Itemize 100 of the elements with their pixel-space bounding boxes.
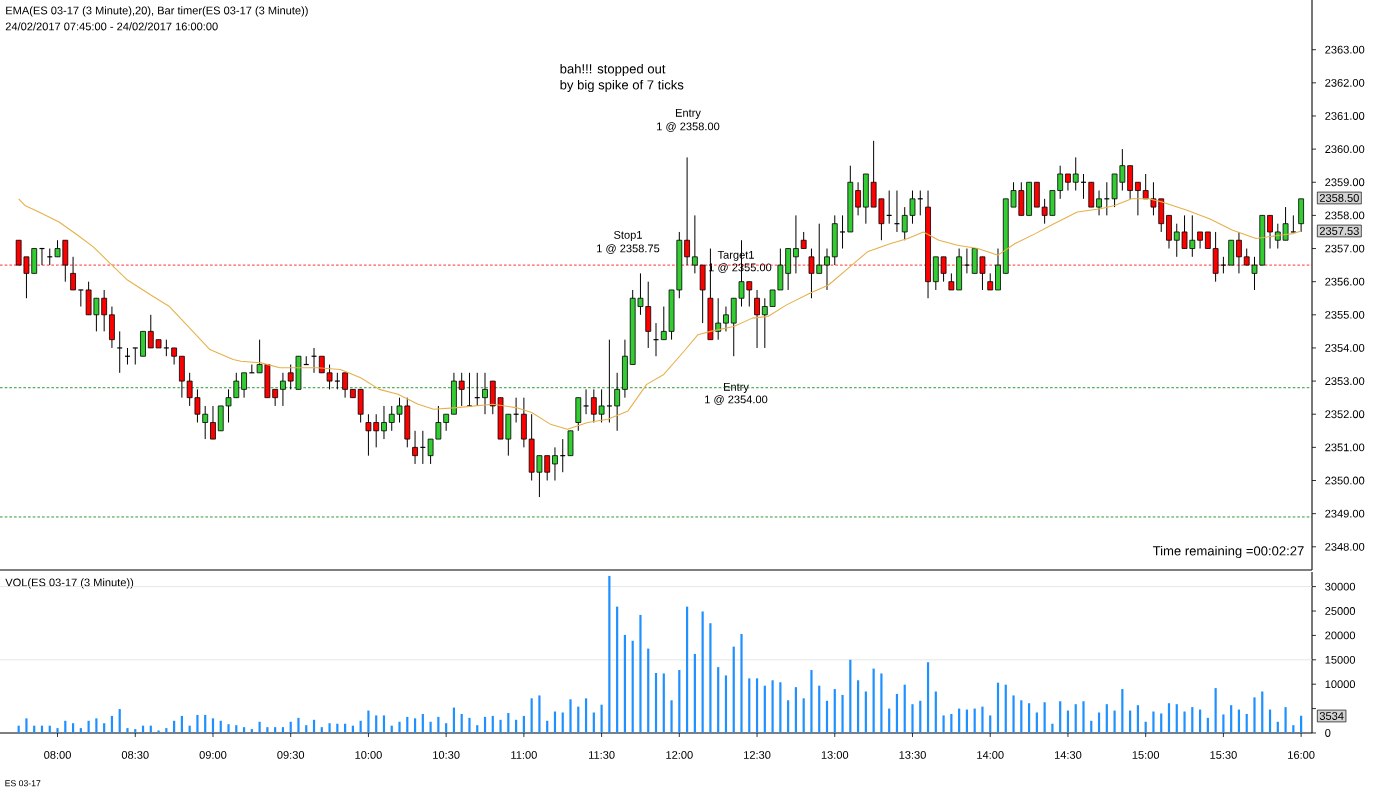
bar [1121, 689, 1124, 733]
bar [1129, 710, 1132, 733]
bar [849, 659, 852, 733]
bar [825, 700, 829, 733]
candlestick [1142, 173, 1149, 200]
text: VOL(ES 03-17 (3 Minute)) [5, 578, 134, 589]
bar [818, 685, 821, 733]
annotation: by big spike of 7 ticks [560, 79, 684, 93]
bar [515, 719, 518, 733]
y-tick-label: 2361.00 [1325, 112, 1365, 120]
candlestick [793, 214, 799, 274]
bar [367, 710, 370, 733]
bar [919, 700, 922, 733]
bar [1066, 710, 1070, 733]
y-tick-label: 30000 [1325, 582, 1356, 591]
x-tick-label: 12:30 [744, 751, 771, 759]
bar [1230, 705, 1233, 733]
bar [235, 725, 238, 733]
bar [616, 606, 619, 733]
bar [686, 606, 689, 733]
text: EMA(ES 03-17 (3 Minute),20), Bar timer(ES 03-17 (3 Minute)) [6, 6, 308, 17]
bar [538, 695, 541, 733]
bar [1261, 691, 1264, 733]
bar [880, 673, 883, 733]
bar [406, 716, 409, 733]
candlestick [824, 248, 830, 291]
bar [1051, 723, 1054, 733]
y-tick-label: 2352.00 [1325, 410, 1365, 419]
bar [771, 680, 774, 733]
bar [1167, 703, 1171, 733]
y-tick-label: 2356.00 [1325, 277, 1365, 286]
bar [437, 716, 440, 733]
bar [1082, 701, 1085, 733]
annotation: bah!!! stopped out [560, 63, 666, 77]
candlestick [77, 289, 84, 308]
bar [608, 575, 611, 733]
candlestick [171, 347, 177, 366]
bar [678, 670, 681, 733]
bar [794, 687, 798, 733]
bar [483, 716, 487, 733]
bar [577, 706, 580, 733]
bar [717, 667, 720, 733]
bar [1074, 704, 1077, 733]
candlestick [280, 372, 286, 407]
bar [126, 728, 129, 733]
bar [242, 727, 246, 733]
x-tick-label: 08:30 [121, 751, 149, 759]
y-tick-label: 2350.00 [1325, 476, 1365, 485]
x-tick-label: 10:30 [433, 751, 460, 759]
annotation: Stop1 [614, 230, 642, 242]
annotation: 1 @ 2358.75 [597, 244, 660, 254]
text: 3534 [1319, 712, 1344, 720]
bar [631, 640, 634, 733]
bar [732, 646, 735, 733]
bar [445, 723, 448, 733]
candlestick [614, 372, 621, 432]
bar [1004, 684, 1007, 733]
bar [1113, 710, 1116, 733]
bar [724, 675, 728, 733]
bar [989, 715, 992, 733]
bar [398, 721, 401, 733]
bar [1175, 704, 1178, 733]
bar [1059, 701, 1062, 733]
bar [841, 694, 844, 733]
bar [266, 727, 269, 733]
candlestick [412, 430, 418, 465]
candlestick [1065, 173, 1071, 192]
candlestick [1267, 214, 1273, 250]
bar [468, 717, 471, 733]
annotation: 1 @ 2358.00 [657, 122, 720, 132]
candlestick [1135, 181, 1141, 216]
candlestick [1096, 190, 1102, 216]
bar [1020, 700, 1023, 733]
y-tick-label: 2348.00 [1325, 542, 1365, 551]
candlestick [691, 214, 698, 274]
bar [1105, 704, 1108, 733]
bar [281, 727, 285, 733]
bar [499, 719, 502, 733]
bar [211, 718, 215, 733]
bar [56, 728, 59, 733]
bar [662, 673, 665, 733]
bar [1253, 697, 1256, 733]
bar [600, 704, 603, 733]
bar [507, 712, 510, 733]
bar [787, 700, 790, 733]
bar [460, 713, 463, 733]
x-tick-label: 10:00 [355, 751, 382, 759]
bar [1043, 702, 1046, 733]
bar [336, 723, 339, 733]
bar [654, 672, 658, 733]
y-tick-label: 2359.00 [1325, 178, 1365, 187]
candlestick [342, 372, 348, 399]
bar [934, 691, 937, 733]
text: 24/02/2017 07:45:00 - 24/02/2017 16:00:00 [5, 22, 218, 31]
x-tick-label: 09:00 [199, 751, 227, 759]
x-tick-label: 12:00 [666, 751, 693, 759]
bar [25, 718, 28, 733]
bar [926, 662, 930, 733]
bar [592, 712, 595, 733]
bar [561, 712, 564, 733]
